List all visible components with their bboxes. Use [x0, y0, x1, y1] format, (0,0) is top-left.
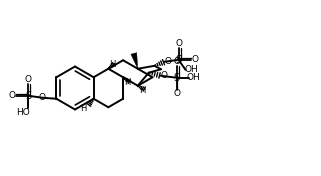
Text: O: O [164, 57, 171, 66]
Text: H: H [140, 86, 146, 95]
Polygon shape [131, 53, 138, 69]
Text: H: H [109, 60, 116, 69]
Text: H: H [81, 104, 87, 113]
Text: O: O [9, 91, 16, 100]
Text: HO: HO [16, 108, 30, 117]
Text: O: O [175, 39, 182, 48]
Text: O: O [173, 57, 180, 66]
Text: O: O [160, 71, 167, 80]
Text: H: H [124, 78, 130, 87]
Text: O: O [191, 55, 198, 64]
Text: OH: OH [187, 73, 201, 82]
Text: S: S [176, 55, 182, 65]
Text: O: O [173, 89, 180, 98]
Text: O: O [39, 93, 46, 102]
Text: OH: OH [185, 65, 198, 74]
Text: S: S [174, 73, 180, 83]
Text: S: S [25, 91, 31, 101]
Text: O: O [25, 75, 32, 84]
